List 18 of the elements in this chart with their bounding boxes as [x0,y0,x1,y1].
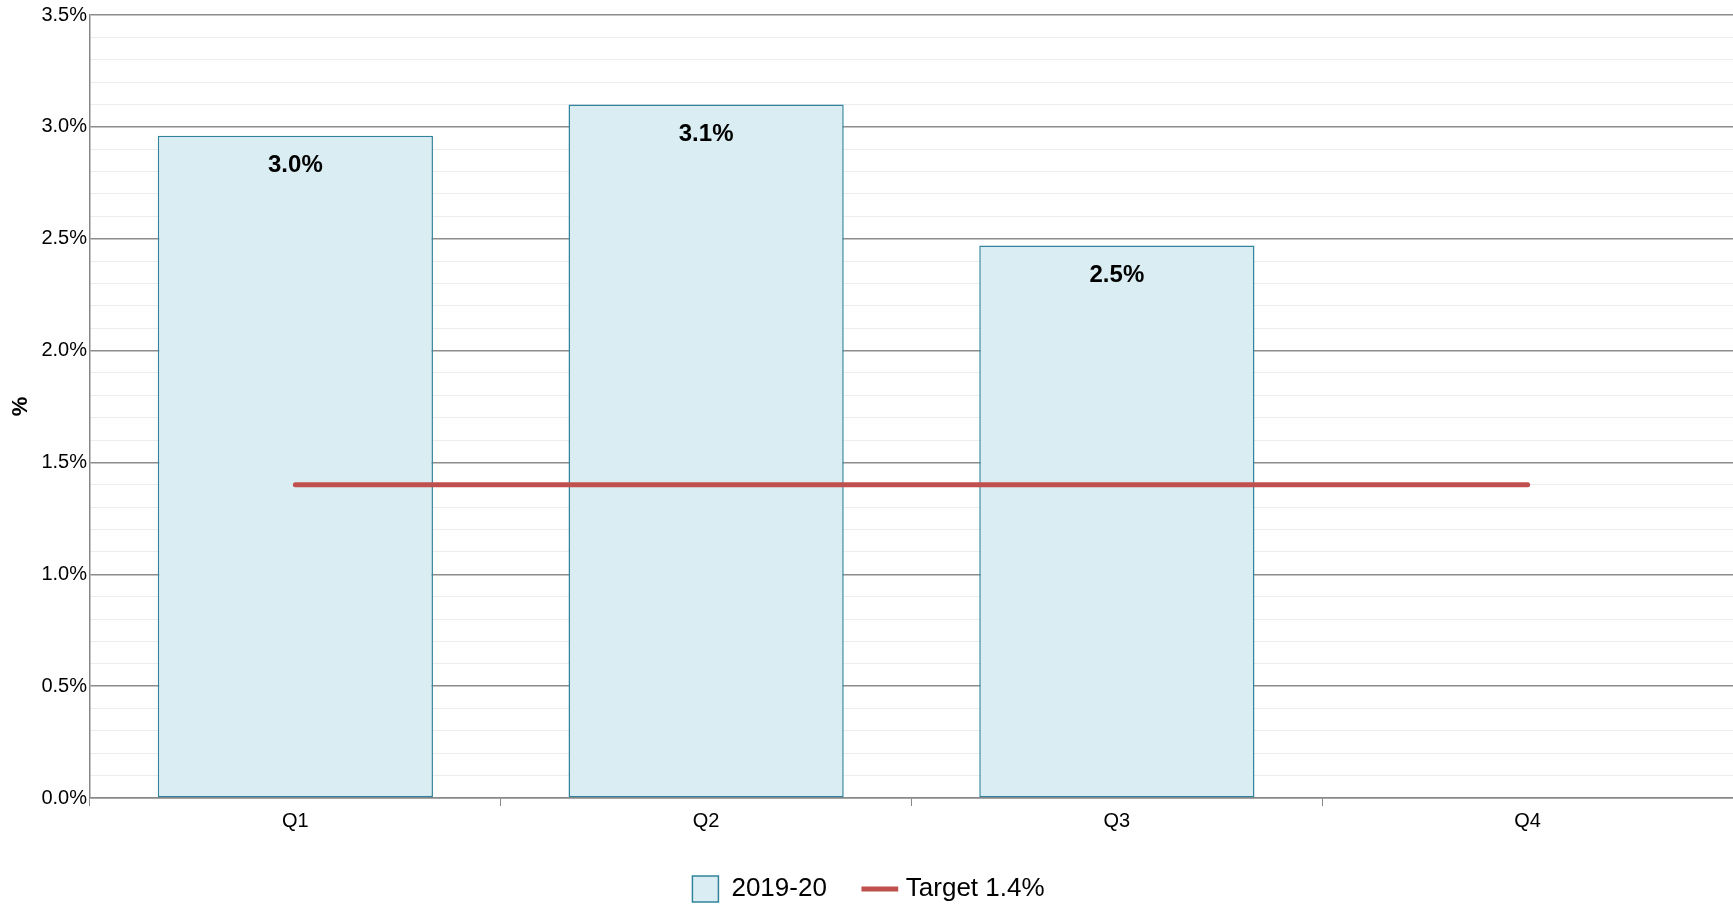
x-tick-label: Q4 [1514,808,1541,831]
data-label: 2.5% [1089,260,1145,288]
y-tick-label: 3.0% [41,114,88,137]
data-label: 3.1% [678,119,734,147]
legend-label: 2019-20 [731,872,827,903]
y-axis-title: % [7,396,33,417]
y-tick-label: 1.0% [41,561,88,584]
x-tick-label: Q3 [1103,808,1131,831]
y-tick-label: 2.5% [41,226,88,249]
x-tick-label: Q1 [282,808,309,831]
y-tick-label: 1.5% [41,449,88,472]
legend-label: Target 1.4% [905,872,1045,903]
y-tick-label: 2.0% [41,338,88,361]
x-tick-label: Q2 [692,808,720,831]
y-tick-label: 3.5% [41,2,88,25]
y-tick-label: 0.5% [41,673,88,696]
data-label: 3.0% [268,150,323,178]
y-tick-label: 0.0% [41,785,88,808]
